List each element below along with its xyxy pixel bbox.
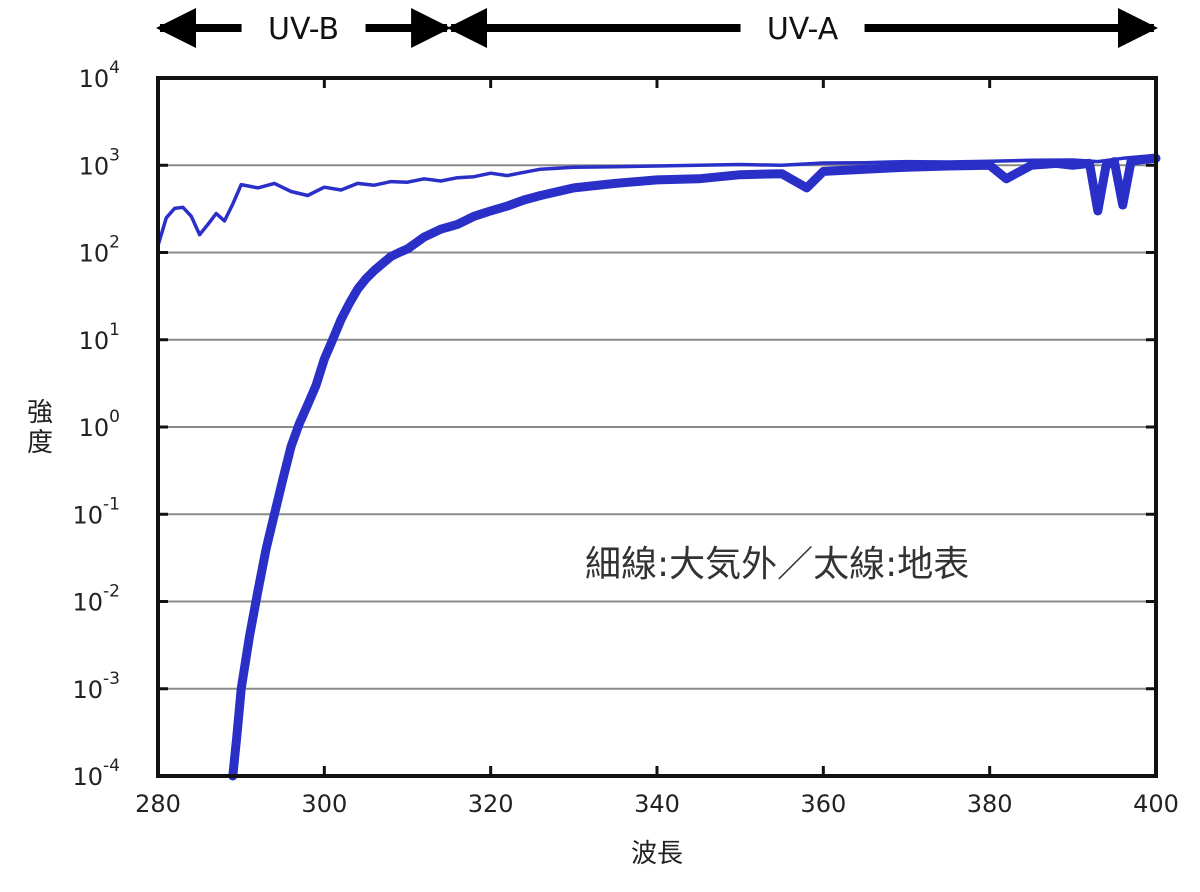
band-label: UV-A bbox=[767, 12, 839, 47]
y-tick-label: 10-4 bbox=[73, 756, 121, 791]
axis-ticks: 10-4 10-3 10-2 10-1 100 101 102 103 104 280 300 320… bbox=[73, 58, 1179, 818]
series-line-thin bbox=[156, 153, 1158, 248]
y-axis-label: 強度 bbox=[27, 398, 53, 458]
x-tick-label: 360 bbox=[800, 790, 846, 818]
x-tick-label: 340 bbox=[634, 790, 680, 818]
x-tick-label: 380 bbox=[967, 790, 1013, 818]
x-axis-label: 波長 bbox=[631, 839, 683, 869]
grid-lines bbox=[158, 164, 1156, 690]
y-tick-label: 10-2 bbox=[73, 582, 121, 617]
y-axis-label-char: 度 bbox=[27, 428, 53, 458]
y-tick-label: 10-3 bbox=[73, 669, 121, 704]
y-tick-label: 104 bbox=[79, 58, 120, 93]
x-tick-label: 280 bbox=[135, 790, 181, 818]
legend-annotation: 細線:大気外／太線:地表 bbox=[585, 544, 969, 585]
x-tick-label: 320 bbox=[468, 790, 514, 818]
y-tick-label: 102 bbox=[79, 233, 120, 268]
y-tick-label: 103 bbox=[79, 145, 120, 180]
y-tick-label: 101 bbox=[79, 320, 120, 355]
band-label: UV-B bbox=[268, 12, 339, 47]
series-line-thick bbox=[228, 153, 1161, 781]
y-tick-label: 100 bbox=[79, 407, 120, 442]
y-tick-label: 10-1 bbox=[73, 494, 121, 529]
y-axis-label-char: 強 bbox=[27, 398, 53, 428]
series-layer bbox=[156, 153, 1161, 781]
uv-band-arrows: UV-B UV-A bbox=[156, 8, 1158, 48]
x-tick-label: 400 bbox=[1133, 790, 1179, 818]
x-tick-label: 300 bbox=[301, 790, 347, 818]
